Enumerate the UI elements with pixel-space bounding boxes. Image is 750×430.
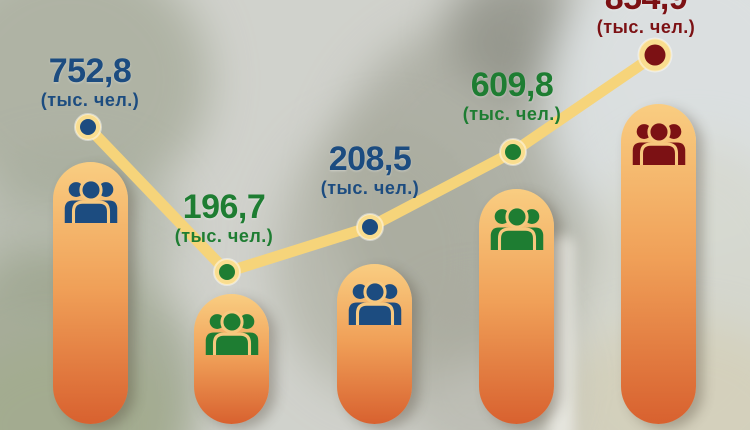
bar-1	[53, 162, 128, 424]
bar-3	[337, 264, 412, 424]
value-number: 752,8	[48, 52, 132, 90]
bar-2	[194, 294, 269, 424]
value-number: 208,5	[328, 140, 412, 178]
value-number: 854,9	[561, 0, 731, 15]
people-group-icon	[490, 205, 543, 250]
value-unit: (тыс. чел.)	[462, 104, 562, 124]
value-label-5: 854,9 (тыс. чел.)	[561, 0, 731, 36]
value-number: 609,8	[470, 66, 554, 104]
people-group-icon	[64, 178, 117, 223]
value-label-1: 752,8 (тыс. чел.)	[5, 54, 175, 109]
value-unit: (тыс. чел.)	[174, 226, 274, 246]
people-group-icon	[205, 310, 258, 355]
bar-5	[621, 104, 696, 424]
value-label-2: 196,7 (тыс. чел.)	[139, 190, 309, 245]
people-group-icon	[632, 120, 685, 165]
value-unit: (тыс. чел.)	[596, 17, 696, 37]
people-group-icon	[348, 280, 401, 325]
value-label-4: 609,8 (тыс. чел.)	[427, 68, 597, 123]
value-unit: (тыс. чел.)	[320, 178, 420, 198]
value-unit: (тыс. чел.)	[40, 90, 140, 110]
bar-4	[479, 189, 554, 424]
value-number: 196,7	[182, 188, 266, 226]
value-label-3: 208,5 (тыс. чел.)	[285, 142, 455, 197]
